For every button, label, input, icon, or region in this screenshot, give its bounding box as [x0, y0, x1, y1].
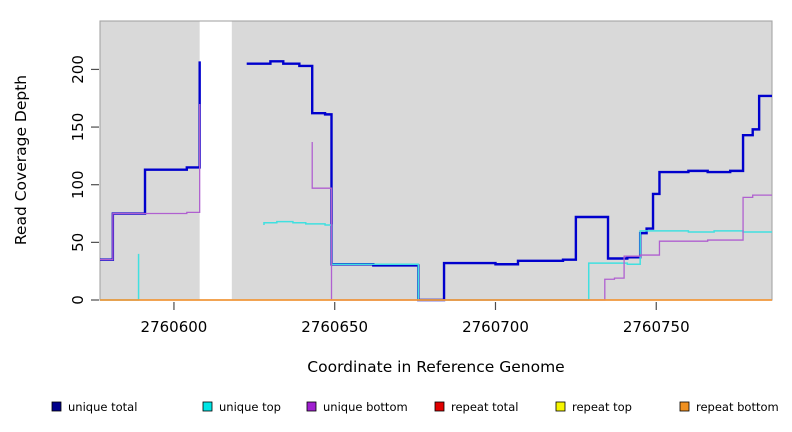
legend-swatch-unique-top — [202, 401, 213, 412]
no-data-gap-region — [199, 21, 232, 300]
legend-label-repeat-bottom: repeat bottom — [696, 400, 779, 414]
y-tick-label: 100 — [69, 170, 87, 199]
chart-legend: unique total unique top unique bottom repea… — [51, 400, 779, 414]
legend-swatch-repeat-total — [434, 401, 445, 412]
y-tick-label: 200 — [69, 55, 87, 84]
x-axis-ticks: 2760600 2760650 2760700 2760750 — [141, 302, 690, 336]
y-axis-title: Read Coverage Depth — [12, 75, 30, 245]
x-tick-label: 2760750 — [623, 318, 690, 336]
legend-label-unique-total: unique total — [68, 400, 137, 414]
y-tick-label: 150 — [69, 113, 87, 142]
legend-swatch-repeat-bottom — [679, 401, 690, 412]
legend-swatch-unique-total — [51, 401, 62, 412]
x-tick-label: 2760650 — [301, 318, 368, 336]
legend-label-unique-bottom: unique bottom — [323, 400, 408, 414]
legend-label-repeat-total: repeat total — [451, 400, 518, 414]
legend-label-unique-top: unique top — [219, 400, 281, 414]
legend-swatch-repeat-top — [555, 401, 566, 412]
y-tick-label: 0 — [69, 295, 87, 305]
legend-swatch-unique-bottom — [306, 401, 317, 412]
y-tick-label: 50 — [69, 233, 87, 252]
legend-label-repeat-top: repeat top — [572, 400, 632, 414]
x-tick-label: 2760700 — [462, 318, 529, 336]
x-axis-title: Coordinate in Reference Genome — [307, 358, 564, 376]
data-series-group — [100, 60, 772, 302]
y-axis-ticks: 0 50 100 150 200 — [69, 55, 99, 305]
x-tick-label: 2760600 — [141, 318, 208, 336]
